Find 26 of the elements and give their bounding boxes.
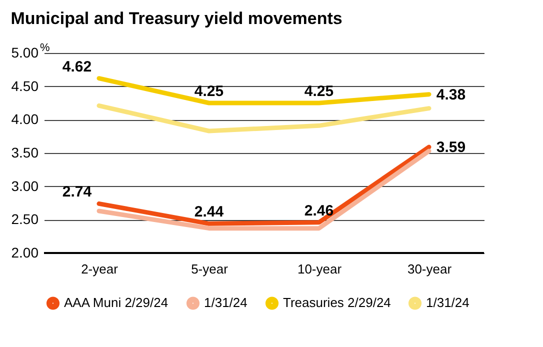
- data-label: 2.74: [62, 184, 92, 201]
- data-label: 4.25: [304, 83, 334, 100]
- x-tick-label: 30-year: [407, 262, 452, 276]
- x-tick-label: 2-year: [81, 262, 119, 276]
- y-tick-label: 2.50: [11, 211, 39, 228]
- y-tick-label: 3.50: [11, 144, 39, 160]
- y-tick-label: 4.00: [11, 111, 39, 128]
- line-series: [96, 103, 432, 134]
- legend-label: AAA Muni 2/29/24: [64, 295, 168, 310]
- x-tick-label: 10-year: [297, 262, 342, 276]
- y-axis-title: %: [40, 42, 50, 54]
- data-label: 2.44: [194, 204, 224, 221]
- y-tick-label: 5.00: [11, 44, 39, 60]
- legend-label: 1/31/24: [426, 295, 470, 310]
- y-tick-label: 3.00: [11, 178, 39, 194]
- y-tick-label: 2.00: [11, 244, 39, 260]
- legend-label: 1/31/24: [204, 295, 248, 310]
- legend-label: Treasuries 2/29/24: [283, 295, 391, 310]
- data-label: 2.46: [304, 202, 334, 220]
- data-label: 4.25: [194, 83, 224, 100]
- chart-title: Municipal and Treasury yield movements: [10, 9, 342, 28]
- data-label: 4.62: [62, 58, 92, 76]
- y-tick-label: 4.50: [11, 78, 39, 94]
- x-tick-label: 5-year: [191, 262, 229, 276]
- data-label: 3.59: [436, 139, 466, 156]
- data-label: 4.38: [436, 86, 466, 104]
